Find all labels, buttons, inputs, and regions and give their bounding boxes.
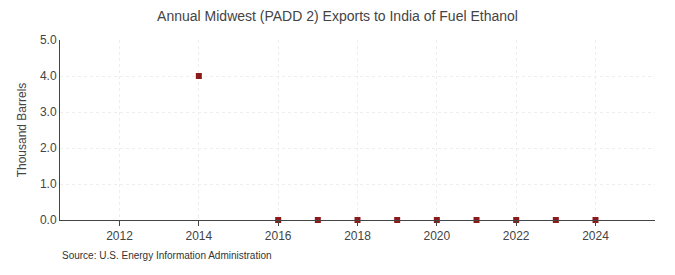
- svg-text:0.0: 0.0: [40, 213, 57, 227]
- svg-text:4.0: 4.0: [40, 69, 57, 83]
- svg-text:Thousand Barrels: Thousand Barrels: [15, 83, 29, 178]
- svg-text:2020: 2020: [423, 229, 450, 243]
- svg-text:1.0: 1.0: [40, 177, 57, 191]
- svg-text:2016: 2016: [265, 229, 292, 243]
- svg-text:2018: 2018: [344, 229, 371, 243]
- svg-text:2012: 2012: [106, 229, 133, 243]
- svg-text:Source: U.S. Energy Informatio: Source: U.S. Energy Information Administ…: [62, 250, 272, 261]
- svg-text:3.0: 3.0: [40, 105, 57, 119]
- svg-text:2014: 2014: [185, 229, 212, 243]
- svg-text:Annual Midwest (PADD 2) Export: Annual Midwest (PADD 2) Exports to India…: [157, 8, 518, 24]
- svg-text:2024: 2024: [582, 229, 609, 243]
- svg-text:5.0: 5.0: [40, 33, 57, 47]
- svg-text:2.0: 2.0: [40, 141, 57, 155]
- svg-text:2022: 2022: [503, 229, 530, 243]
